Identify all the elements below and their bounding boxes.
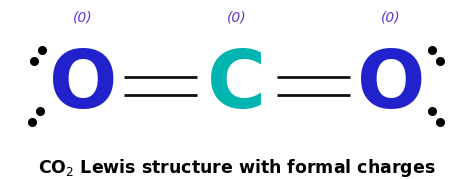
Text: C: C bbox=[208, 47, 266, 125]
Text: (0): (0) bbox=[73, 11, 93, 25]
Text: (0): (0) bbox=[381, 11, 401, 25]
Text: O: O bbox=[357, 47, 425, 125]
Text: CO$_2$ Lewis structure with formal charges: CO$_2$ Lewis structure with formal charg… bbox=[38, 157, 436, 179]
Text: (0): (0) bbox=[227, 11, 247, 25]
Text: O: O bbox=[49, 47, 117, 125]
